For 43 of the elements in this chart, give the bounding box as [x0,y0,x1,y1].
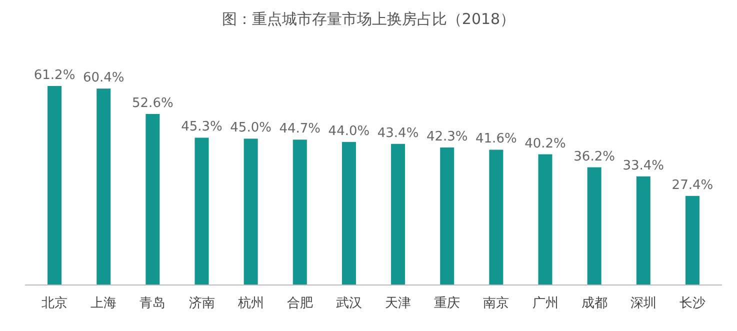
data-label: 42.3% [426,129,468,144]
x-tick-label: 重庆 [434,296,460,311]
data-label: 52.6% [132,96,174,111]
bar [194,138,209,285]
bar [292,140,307,285]
data-label: 41.6% [476,132,517,147]
data-label: 61.2% [34,68,76,83]
chart-title: 图：重点城市存量市场上换房占比（2018） [222,10,516,28]
bar [538,154,552,285]
data-label: 43.4% [377,126,419,141]
x-tick-label: 济南 [188,296,215,311]
x-tick-label: 杭州 [236,296,264,311]
data-label: 40.2% [524,136,566,152]
bar [244,138,258,285]
bar [489,150,504,285]
data-label: 27.4% [672,178,714,193]
x-tick-label: 南京 [483,296,510,311]
bar [636,176,650,285]
x-tick-label: 北京 [42,296,68,311]
bar [685,196,700,285]
x-tick-label: 成都 [581,296,608,311]
data-label: 33.4% [622,158,664,174]
data-label: 44.0% [328,124,370,139]
x-tick-label: 广州 [532,296,558,311]
data-label: 60.4% [82,70,124,86]
bar [587,167,602,285]
bar [96,88,111,285]
x-tick-label: 合肥 [286,296,313,311]
data-label: 45.0% [230,120,272,136]
bar [391,144,406,285]
x-tick-label: 天津 [385,296,412,311]
x-tick-label: 青岛 [140,296,166,311]
data-label: 36.2% [574,149,615,164]
x-tick-label: 武汉 [336,296,362,311]
data-label: 45.3% [181,120,222,135]
bar [146,114,160,285]
data-label: 44.7% [279,122,321,137]
bar [48,86,62,285]
bar [440,147,454,285]
x-tick-label: 深圳 [630,296,656,311]
x-tick-label: 上海 [90,296,117,311]
bar [342,142,356,285]
x-tick-label: 长沙 [679,296,706,311]
